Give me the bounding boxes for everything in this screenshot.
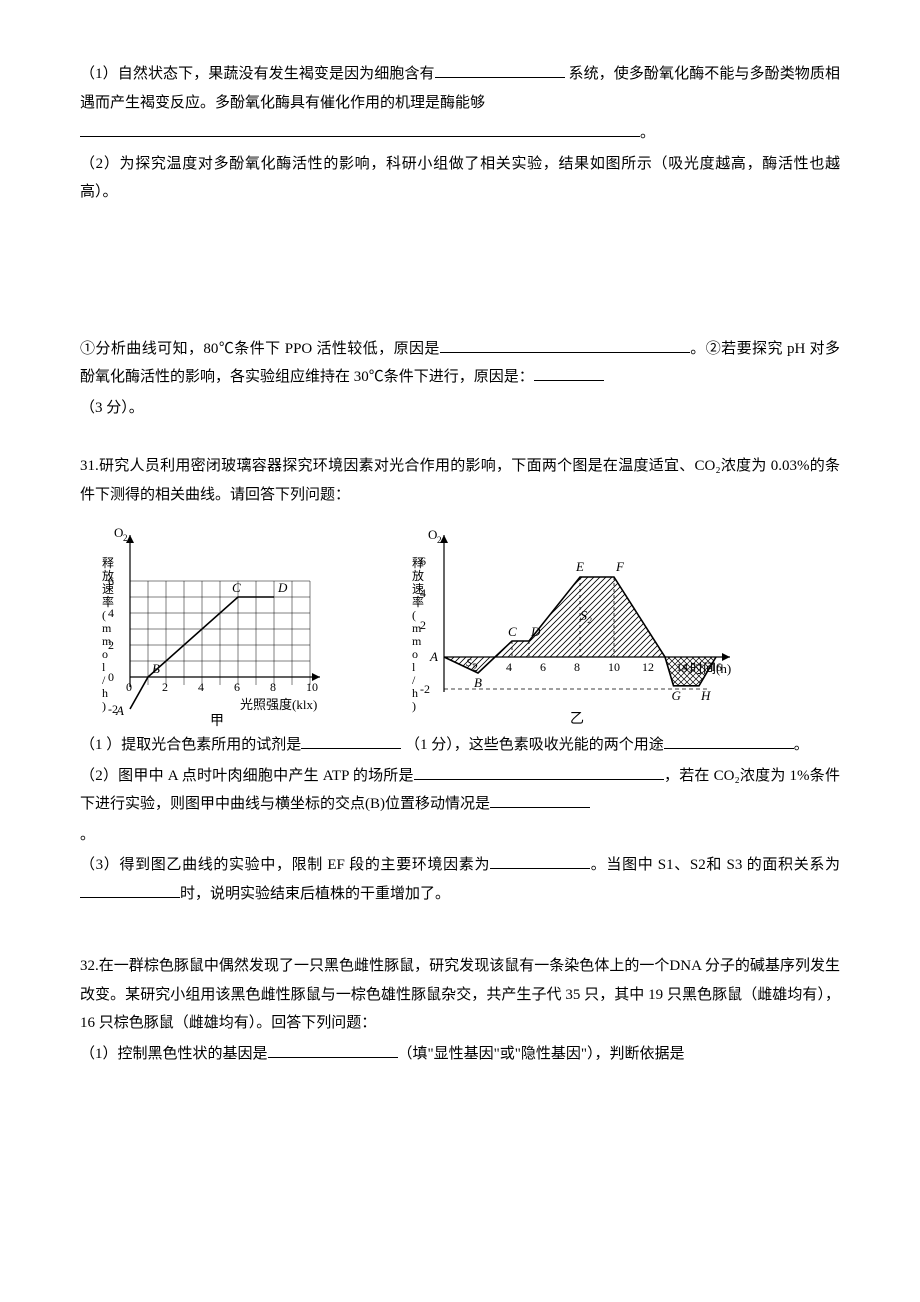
svg-text:4: 4 [506, 660, 512, 674]
svg-text:6: 6 [420, 554, 426, 568]
svg-text:6: 6 [540, 660, 546, 674]
blank[interactable] [80, 882, 180, 898]
svg-text:S₃: S₃ [682, 662, 692, 674]
q32-p1: （1）控制黑色性状的基因是 （填"显性基因"或"隐性基因"），判断依据是 [80, 1040, 840, 1069]
charts-row: O 2 释放速率(mmol/h) 光照强度(klx) 甲 A B C D 024… [80, 517, 840, 727]
svg-text:A: A [429, 649, 438, 664]
q31-p3b-text: 。当图中 S1、S2和 S3 的面积关系为 [590, 857, 840, 873]
svg-text:8: 8 [270, 680, 276, 694]
chart1-ptD: D [277, 580, 288, 595]
q31-p3c-text: 时，说明实验结束后植株的干重增加了。 [180, 886, 450, 902]
q32-p1a-text: （1）控制黑色性状的基因是 [80, 1046, 268, 1062]
q31-p1a-text: （1 ）提取光合色素所用的试剂是 [80, 737, 301, 753]
q30-p1a-text: （1）自然状态下，果蔬没有发生褐变是因为细胞含有 [80, 66, 435, 82]
svg-text:6: 6 [108, 574, 114, 588]
q30-p1c-text: 。 [640, 125, 655, 141]
chart-yi: O 2 释放速率(mmol/h) 时间(h) 乙 246810121416 -2… [390, 517, 750, 727]
chart2-o2-sub: 2 [437, 535, 442, 545]
q30-p3c-text: （3 分）。 [80, 400, 144, 416]
svg-text:16: 16 [710, 660, 722, 674]
blank[interactable] [664, 733, 794, 749]
q30-p3a-text: ①分析曲线可知，80℃条件下 PPO 活性较低，原因是 [80, 341, 440, 357]
svg-text:E: E [575, 559, 584, 574]
chart1-o2-sub: 2 [123, 533, 128, 543]
svg-text:S₂: S₂ [580, 609, 592, 624]
svg-text:4: 4 [108, 606, 114, 620]
q30-p3: ①分析曲线可知，80℃条件下 PPO 活性较低，原因是。②若要探究 pH 对多酚… [80, 335, 840, 392]
svg-text:4: 4 [198, 680, 204, 694]
blank[interactable] [534, 365, 604, 381]
chart1-caption: 甲 [210, 714, 224, 727]
blank[interactable] [435, 62, 565, 78]
blank[interactable] [80, 121, 640, 137]
q30-p1: （1）自然状态下，果蔬没有发生褐变是因为细胞含有 系统，使多酚氧化酶不能与多酚类… [80, 60, 840, 117]
svg-text:0: 0 [126, 680, 132, 694]
chart2-caption: 乙 [570, 711, 584, 727]
q32-intro: 32.在一群棕色豚鼠中偶然发现了一只黑色雌性豚鼠，研究发现该鼠有一条染色体上的一… [80, 952, 840, 1038]
svg-text:-2: -2 [420, 682, 430, 696]
q32-intro-text: 32.在一群棕色豚鼠中偶然发现了一只黑色雌性豚鼠，研究发现该鼠有一条染色体上的一… [80, 958, 840, 1031]
chart-yi-svg: O 2 释放速率(mmol/h) 时间(h) 乙 246810121416 -2… [390, 517, 750, 727]
q31-p3a-text: （3）得到图乙曲线的实验中，限制 EF 段的主要环境因素为 [80, 857, 490, 873]
blank[interactable] [414, 764, 664, 780]
blank[interactable] [440, 337, 690, 353]
q31-p1: （1 ）提取光合色素所用的试剂是 （1 分），这些色素吸收光能的两个用途 。 [80, 731, 840, 760]
blank[interactable] [268, 1042, 398, 1058]
chart1-ptB: B [152, 661, 160, 676]
svg-text:C: C [508, 624, 517, 639]
svg-text:F: F [615, 559, 625, 574]
blank[interactable] [490, 853, 590, 869]
q30-p3c: （3 分）。 [80, 394, 840, 423]
svg-text:-2: -2 [108, 702, 118, 716]
svg-text:D: D [530, 624, 541, 639]
svg-text:2: 2 [420, 618, 426, 632]
q31-p2c-text: 。 [80, 827, 95, 843]
q31-p1c-text: 。 [794, 737, 809, 753]
svg-text:10: 10 [306, 680, 318, 694]
q31-p1b-text: （1 分），这些色素吸收光能的两个用途 [401, 737, 664, 753]
blank[interactable] [490, 792, 590, 808]
q31-p2a-text: （2）图甲中 A 点时叶肉细胞中产生 ATP 的场所是 [80, 768, 414, 784]
blank[interactable] [301, 733, 401, 749]
svg-text:H: H [700, 688, 711, 703]
q31-p2: （2）图甲中 A 点时叶肉细胞中产生 ATP 的场所是，若在 CO₂浓度为 1%… [80, 762, 840, 819]
svg-text:6: 6 [234, 680, 240, 694]
svg-text:B: B [474, 675, 482, 690]
q31-intro-text: 31.研究人员利用密闭玻璃容器探究环境因素对光合作用的影响，下面两个图是在温度适… [80, 458, 840, 503]
chart1-xlabel: 光照强度(klx) [240, 697, 317, 712]
svg-text:G: G [672, 688, 682, 703]
chart1-ptC: C [232, 580, 241, 595]
chart1-o2-label: O [114, 525, 123, 540]
q31-intro: 31.研究人员利用密闭玻璃容器探究环境因素对光合作用的影响，下面两个图是在温度适… [80, 452, 840, 509]
svg-text:2: 2 [162, 680, 168, 694]
svg-text:12: 12 [642, 660, 654, 674]
chart-jia-svg: O 2 释放速率(mmol/h) 光照强度(klx) 甲 A B C D 024… [80, 517, 340, 727]
svg-text:0: 0 [108, 670, 114, 684]
svg-text:8: 8 [574, 660, 580, 674]
q32-p1b-text: （填"显性基因"或"隐性基因"），判断依据是 [398, 1046, 685, 1062]
q31-p3: （3）得到图乙曲线的实验中，限制 EF 段的主要环境因素为 。当图中 S1、S2和… [80, 851, 840, 908]
q30-p1-line2: 。 [80, 119, 840, 148]
svg-text:2: 2 [108, 638, 114, 652]
svg-text:S₁: S₁ [466, 657, 476, 669]
q30-p2-text: （2）为探究温度对多酚氧化酶活性的影响，科研小组做了相关实验，结果如图所示（吸光… [80, 156, 840, 201]
q30-p2: （2）为探究温度对多酚氧化酶活性的影响，科研小组做了相关实验，结果如图所示（吸光… [80, 150, 840, 207]
chart2-o2-label: O [428, 527, 437, 542]
q31-p2c: 。 [80, 821, 840, 850]
svg-text:10: 10 [608, 660, 620, 674]
chart-jia: O 2 释放速率(mmol/h) 光照强度(klx) 甲 A B C D 024… [80, 517, 340, 727]
svg-text:4: 4 [420, 586, 426, 600]
